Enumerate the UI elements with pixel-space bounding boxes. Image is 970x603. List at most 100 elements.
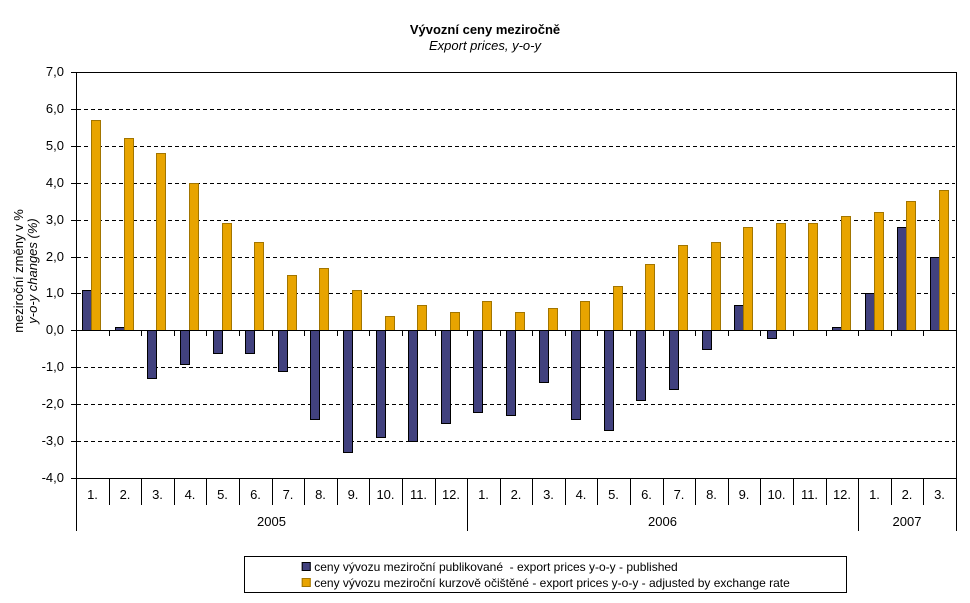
month-separator-26 <box>923 478 924 505</box>
bar-adjusted-2005-5 <box>222 223 232 331</box>
gridline--3 <box>77 441 955 442</box>
legend-item-adjusted: ceny vývozu meziroční kurzově očištěné -… <box>301 575 790 591</box>
bar-published-2005-3 <box>147 330 157 379</box>
category-tick-1 <box>109 330 110 336</box>
month-separator-2 <box>141 478 142 505</box>
category-tick-10 <box>402 330 403 336</box>
bar-published-2005-11 <box>408 330 418 442</box>
month-separator-21 <box>760 478 761 505</box>
bar-adjusted-2005-11 <box>417 305 427 331</box>
y-tick-label-5: 5,0 <box>45 138 64 153</box>
month-separator-13 <box>500 478 501 505</box>
y-tick-label-7: 7,0 <box>45 64 64 79</box>
legend-marker-adjusted <box>301 578 311 587</box>
month-separator-10 <box>402 478 403 505</box>
chart-title: Vývozní ceny meziročně <box>409 22 561 37</box>
category-tick-11 <box>435 330 436 336</box>
bar-published-2006-7 <box>669 330 679 390</box>
zero-line <box>76 330 957 331</box>
bar-published-2005-6 <box>245 330 255 354</box>
y-tick-4 <box>71 183 76 184</box>
month-label-2005-10: 10. <box>376 487 395 502</box>
month-separator-5 <box>239 478 240 505</box>
month-label-2005-8: 8. <box>315 487 326 502</box>
bar-adjusted-2005-6 <box>254 242 264 331</box>
y-axis-title: meziroční změny v % y-o-y changes (%) <box>11 209 40 333</box>
year-label-2006: 2006 <box>648 514 677 529</box>
bar-published-2006-10 <box>767 330 777 339</box>
category-tick-25 <box>891 330 892 336</box>
category-tick-7 <box>304 330 305 336</box>
month-label-2005-11: 11. <box>409 487 428 502</box>
category-tick-24 <box>858 330 859 336</box>
month-separator-7 <box>304 478 305 505</box>
legend-label-adjusted: ceny vývozu meziroční kurzově očištěné -… <box>314 575 790 590</box>
category-tick-21 <box>760 330 761 336</box>
bar-published-2006-8 <box>702 330 712 350</box>
month-label-2006-7: 7. <box>673 487 685 502</box>
category-tick-14 <box>532 330 533 336</box>
category-tick-19 <box>695 330 696 336</box>
month-label-2005-12: 12. <box>441 487 461 502</box>
month-separator-16 <box>597 478 598 505</box>
bar-adjusted-2006-7 <box>678 245 688 331</box>
year-separator-2 <box>858 478 859 531</box>
gridline-4 <box>77 183 955 184</box>
y-tick-label-3: 3,0 <box>45 212 64 227</box>
gridline-3 <box>77 220 955 221</box>
month-separator-3 <box>174 478 175 505</box>
legend-items: ceny vývozu meziroční publikované - expo… <box>301 559 790 591</box>
month-label-2007-2: 2. <box>901 487 913 502</box>
bar-adjusted-2006-10 <box>776 223 786 331</box>
y-tick-label--3: -3,0 <box>41 433 64 448</box>
bar-adjusted-2007-3 <box>939 190 949 331</box>
month-separator-6 <box>272 478 273 505</box>
bar-adjusted-2005-10 <box>385 316 395 331</box>
bar-adjusted-2005-2 <box>124 138 134 331</box>
month-label-2006-2: 2. <box>510 487 522 502</box>
bar-published-2006-1 <box>473 330 483 413</box>
y-tick-1 <box>71 293 76 294</box>
month-separator-1 <box>109 478 110 505</box>
bar-adjusted-2006-5 <box>613 286 623 331</box>
gridline-6 <box>77 109 955 110</box>
category-tick-18 <box>663 330 664 336</box>
bar-adjusted-2005-8 <box>319 268 329 331</box>
y-tick-6 <box>71 109 76 110</box>
category-tick-6 <box>272 330 273 336</box>
category-tick-2 <box>141 330 142 336</box>
bar-published-2005-8 <box>310 330 320 420</box>
month-separator-18 <box>663 478 664 505</box>
bar-adjusted-2005-12 <box>450 312 460 331</box>
y-tick-label-1: 1,0 <box>45 285 64 300</box>
legend-marker-published <box>301 562 311 571</box>
bar-adjusted-2006-6 <box>645 264 655 331</box>
month-label-2006-3: 3. <box>543 487 554 502</box>
month-separator-4 <box>206 478 207 505</box>
y-tick-7 <box>71 72 76 73</box>
gridline-2 <box>77 257 955 258</box>
gridline-1 <box>77 293 955 294</box>
month-separator-15 <box>565 478 566 505</box>
bar-adjusted-2007-2 <box>906 201 916 331</box>
month-label-2005-7: 7. <box>282 487 294 502</box>
year-separator-3 <box>956 478 957 531</box>
month-separator-20 <box>728 478 729 505</box>
plot-border <box>76 72 957 479</box>
month-separator-9 <box>369 478 370 505</box>
month-label-2005-4: 4. <box>184 487 196 502</box>
bar-adjusted-2006-12 <box>841 216 851 331</box>
y-tick--3 <box>71 441 76 442</box>
month-separator-22 <box>793 478 794 505</box>
category-tick-5 <box>239 330 240 336</box>
month-separator-8 <box>337 478 338 505</box>
bar-adjusted-2005-9 <box>352 290 362 331</box>
month-label-2005-6: 6. <box>250 487 261 502</box>
bar-published-2006-6 <box>636 330 646 401</box>
y-axis-title-line2: y-o-y changes (%) <box>25 218 40 324</box>
y-tick-label-2: 2,0 <box>45 249 64 264</box>
year-separator-0 <box>76 478 77 531</box>
month-label-2006-11: 11. <box>800 487 819 502</box>
category-tick-23 <box>826 330 827 336</box>
category-tick-13 <box>500 330 501 336</box>
